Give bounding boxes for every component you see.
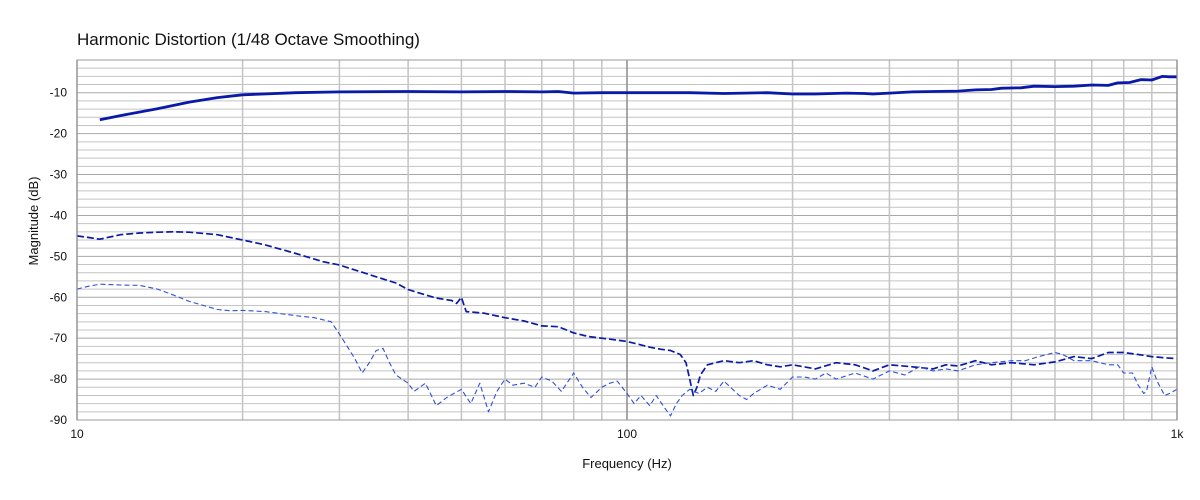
series-line-solid <box>99 75 1177 122</box>
x-axis-title: Frequency (Hz) <box>582 456 672 471</box>
x-tick-labels: 10 100 1k <box>70 427 1184 441</box>
x-tick-label: 10 <box>70 427 84 441</box>
x-tick-label: 100 <box>617 427 637 441</box>
grid-layer <box>76 60 1178 421</box>
plot-border <box>76 59 1178 421</box>
y-tick-label: -80 <box>50 372 68 386</box>
chart-title: Harmonic Distortion (1/48 Octave Smoothi… <box>77 30 420 49</box>
y-tick-label: -40 <box>50 208 68 222</box>
y-tick-label: -10 <box>50 86 68 100</box>
y-tick-label: -20 <box>50 127 68 141</box>
x-tick-label: 1k <box>1171 427 1185 441</box>
y-tick-label: -60 <box>50 290 68 304</box>
y-tick-label: -50 <box>50 249 68 263</box>
series-line-thin-dashed <box>76 283 1178 417</box>
y-tick-label: -30 <box>50 168 68 182</box>
y-tick-label: -70 <box>50 331 68 345</box>
series-line-dashed <box>76 230 1178 397</box>
y-axis-title: Magnitude (dB) <box>26 177 41 266</box>
y-tick-labels: -10 -20 -30 -40 -50 -60 -70 -80 -90 <box>50 86 68 427</box>
y-tick-label: -90 <box>50 413 68 427</box>
series-layer <box>76 75 1178 417</box>
